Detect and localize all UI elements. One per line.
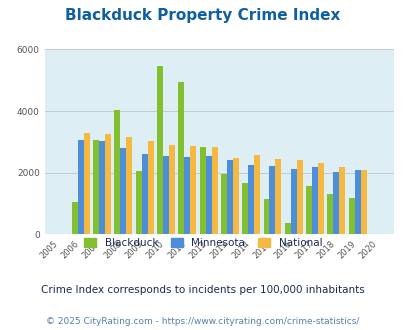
Bar bbox=[190, 146, 196, 234]
Bar bbox=[135, 171, 141, 234]
Bar bbox=[269, 166, 275, 234]
Bar bbox=[83, 133, 90, 234]
Bar bbox=[120, 148, 126, 234]
Bar bbox=[326, 194, 333, 234]
Bar bbox=[290, 169, 296, 234]
Bar bbox=[105, 134, 111, 234]
Bar bbox=[99, 141, 105, 234]
Bar bbox=[348, 198, 354, 234]
Bar bbox=[242, 183, 247, 234]
Bar bbox=[305, 186, 311, 234]
Bar bbox=[147, 141, 153, 234]
Bar bbox=[114, 110, 120, 234]
Bar bbox=[220, 174, 226, 234]
Bar bbox=[311, 167, 317, 234]
Bar bbox=[199, 147, 205, 234]
Bar bbox=[168, 145, 175, 234]
Bar bbox=[354, 170, 360, 234]
Bar bbox=[72, 202, 78, 234]
Bar bbox=[211, 147, 217, 234]
Bar bbox=[93, 140, 99, 234]
Bar bbox=[263, 199, 269, 234]
Bar bbox=[78, 140, 83, 234]
Bar bbox=[296, 160, 302, 234]
Bar bbox=[163, 156, 168, 234]
Bar bbox=[254, 155, 260, 234]
Bar bbox=[157, 66, 163, 234]
Text: Crime Index corresponds to incidents per 100,000 inhabitants: Crime Index corresponds to incidents per… bbox=[41, 285, 364, 295]
Bar bbox=[141, 154, 147, 234]
Bar bbox=[178, 82, 184, 234]
Bar bbox=[184, 157, 190, 234]
Bar bbox=[360, 170, 366, 234]
Bar bbox=[317, 163, 323, 234]
Bar bbox=[126, 137, 132, 234]
Bar bbox=[339, 167, 344, 234]
Bar bbox=[226, 160, 232, 234]
Bar bbox=[205, 156, 211, 234]
Bar bbox=[284, 223, 290, 234]
Bar bbox=[275, 159, 281, 234]
Legend: Blackduck, Minnesota, National: Blackduck, Minnesota, National bbox=[79, 234, 326, 252]
Bar bbox=[247, 165, 254, 234]
Bar bbox=[333, 172, 339, 234]
Text: © 2025 CityRating.com - https://www.cityrating.com/crime-statistics/: © 2025 CityRating.com - https://www.city… bbox=[46, 317, 359, 326]
Text: Blackduck Property Crime Index: Blackduck Property Crime Index bbox=[65, 8, 340, 23]
Bar bbox=[232, 158, 238, 234]
